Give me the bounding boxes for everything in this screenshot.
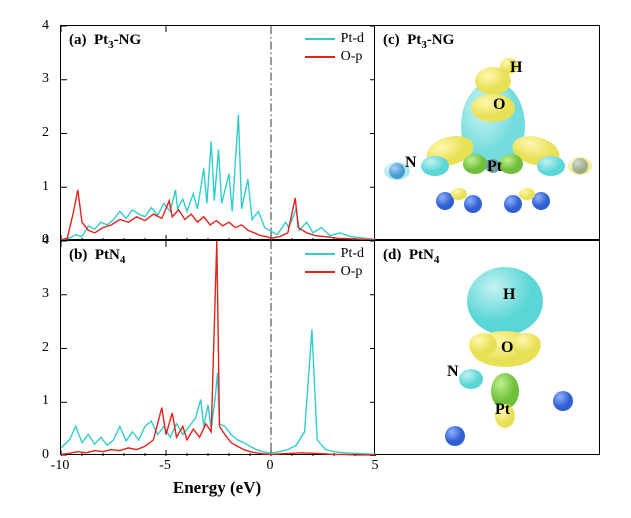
panel-d-svg — [375, 241, 600, 456]
atom-label-H-d: H — [503, 286, 515, 304]
legend-text-op: O-p — [341, 49, 363, 65]
legend-line-ptd — [305, 38, 335, 40]
x-axis-label: Energy (eV) — [173, 478, 261, 498]
panel-a-legend: Pt-d O-p — [305, 30, 364, 66]
legend-text-ptd-b: Pt-d — [341, 246, 364, 262]
legend-line-op — [305, 56, 335, 58]
panel-d: (d) PtN4 H O Pt N — [375, 240, 600, 455]
panel-a-label: (a) Pt3-NG — [69, 32, 141, 51]
atom-label-O-d: O — [501, 339, 513, 357]
atom-label-Pt-d: Pt — [495, 401, 510, 419]
panel-b-legend: Pt-d O-p — [305, 245, 364, 281]
atom-label-N-d: N — [447, 363, 459, 381]
legend-text-ptd: Pt-d — [341, 31, 364, 47]
atom-label-N-c: N — [405, 154, 417, 172]
legend-text-op-b: O-p — [341, 264, 363, 280]
atom-label-H-c: H — [510, 59, 522, 77]
atom-label-O-c: O — [493, 96, 505, 114]
legend-item-op-b: O-p — [305, 263, 364, 281]
legend-item-op: O-p — [305, 48, 364, 66]
panel-d-label: (d) PtN4 — [383, 247, 439, 266]
legend-item-ptd: Pt-d — [305, 30, 364, 48]
panel-b-label: (b) PtN4 — [69, 247, 125, 266]
panel-b-plot: (b) PtN4 Pt-d O-p — [60, 240, 375, 455]
panel-c-svg — [375, 26, 600, 241]
legend-item-ptd-b: Pt-d — [305, 245, 364, 263]
atom-label-Pt-c: Pt — [487, 158, 502, 176]
panel-a-plot: (a) Pt3-NG Pt-d O-p — [60, 25, 375, 240]
figure-root: PDOS (states/eV) Energy (eV) (a) Pt3-NG … — [0, 0, 631, 518]
panel-c-label: (c) Pt3-NG — [383, 32, 454, 51]
panel-c: (c) Pt3-NG H O Pt N — [375, 25, 600, 240]
